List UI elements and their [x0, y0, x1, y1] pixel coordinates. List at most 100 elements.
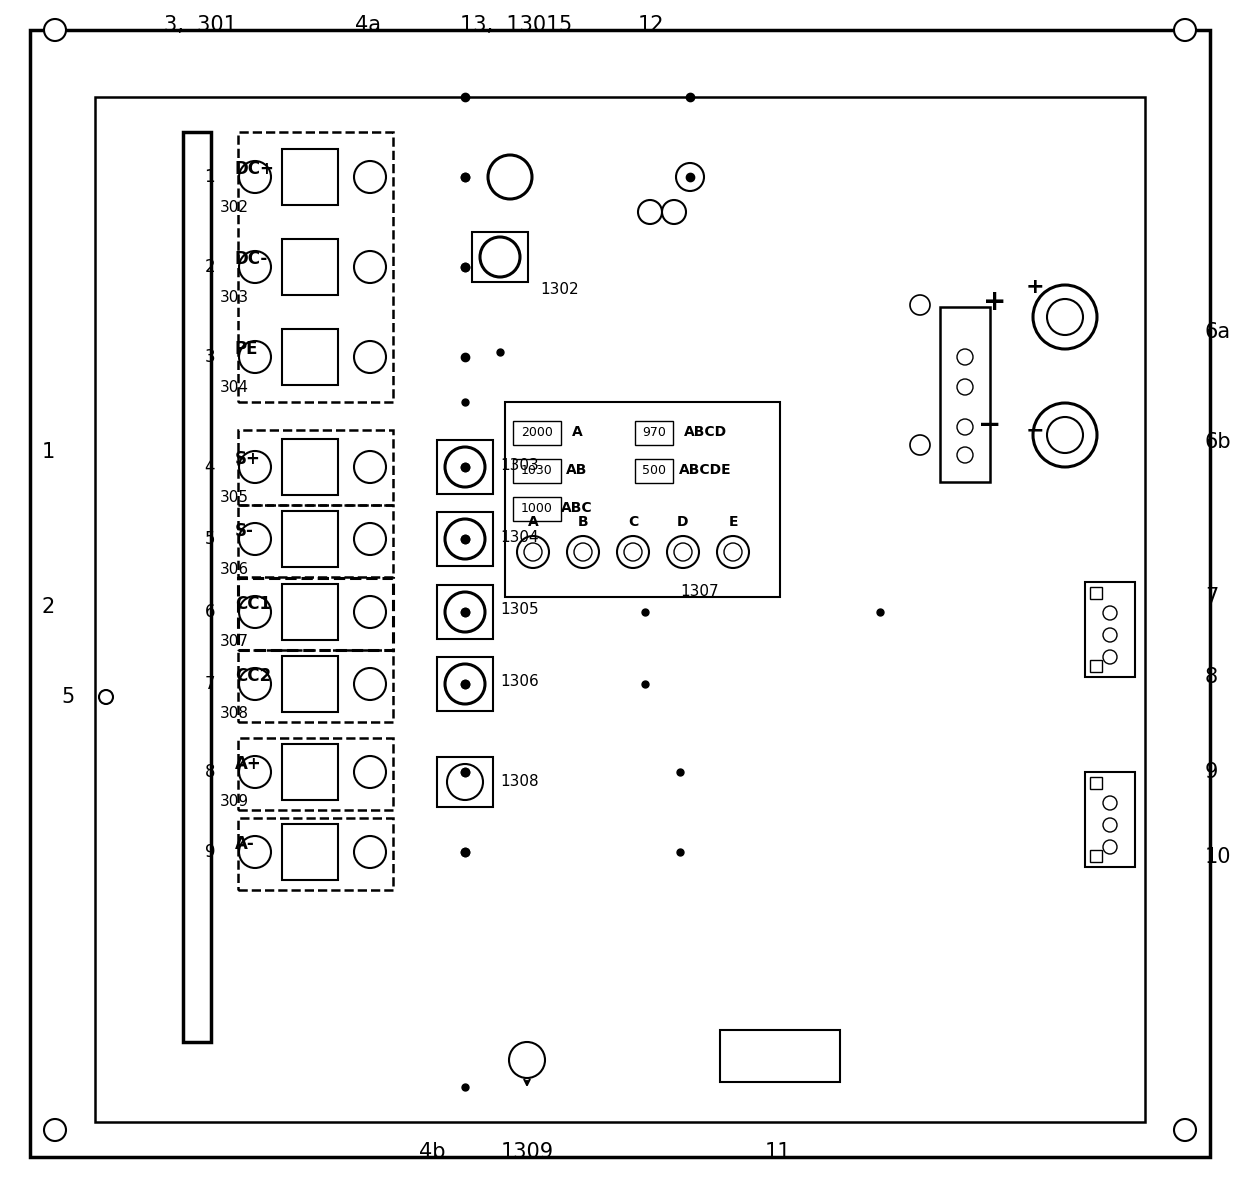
Text: 3: 3 — [205, 348, 215, 366]
Circle shape — [717, 537, 749, 569]
Text: 6b: 6b — [1205, 432, 1231, 452]
Text: 2000: 2000 — [521, 425, 553, 438]
Circle shape — [724, 542, 742, 561]
Bar — [436, 757, 494, 807]
Circle shape — [239, 668, 272, 700]
Text: 307: 307 — [219, 635, 249, 649]
Text: C: C — [627, 515, 639, 529]
Circle shape — [286, 660, 334, 707]
Circle shape — [286, 443, 334, 491]
Bar — [436, 440, 494, 494]
Circle shape — [639, 199, 662, 224]
Text: ABCDE: ABCDE — [678, 463, 732, 477]
Bar — [281, 239, 339, 296]
Bar — [630, 491, 660, 547]
Bar — [95, 97, 1145, 1122]
Text: 970: 970 — [642, 425, 666, 438]
Circle shape — [676, 163, 704, 191]
Text: −: − — [978, 411, 1002, 439]
Circle shape — [1104, 650, 1117, 664]
Circle shape — [662, 199, 686, 224]
Text: AB: AB — [567, 463, 588, 477]
Text: CC2: CC2 — [236, 667, 272, 685]
Circle shape — [286, 243, 334, 291]
Bar — [513, 497, 560, 521]
Circle shape — [525, 542, 542, 561]
Circle shape — [353, 161, 386, 193]
Text: 303: 303 — [219, 290, 249, 305]
Bar — [238, 504, 393, 577]
Circle shape — [239, 250, 272, 283]
Bar — [436, 512, 494, 566]
Circle shape — [1104, 818, 1117, 832]
Circle shape — [445, 592, 485, 631]
Circle shape — [675, 542, 692, 561]
Circle shape — [286, 588, 334, 636]
Text: S+: S+ — [236, 450, 260, 468]
Circle shape — [567, 537, 599, 569]
Text: 6a: 6a — [1205, 322, 1231, 342]
Circle shape — [1174, 19, 1197, 42]
Text: 1000: 1000 — [521, 501, 553, 514]
Bar — [436, 656, 494, 711]
Circle shape — [286, 334, 334, 381]
Circle shape — [517, 537, 549, 569]
Text: 10: 10 — [1205, 848, 1231, 867]
Circle shape — [239, 756, 272, 788]
Text: DC+: DC+ — [236, 160, 275, 178]
Bar — [281, 510, 339, 567]
Circle shape — [445, 447, 485, 487]
Circle shape — [353, 668, 386, 700]
Bar — [1090, 777, 1102, 789]
Circle shape — [957, 419, 973, 434]
Bar — [238, 738, 393, 810]
Bar — [1090, 588, 1102, 599]
Circle shape — [286, 829, 334, 876]
Text: 4b: 4b — [419, 1142, 445, 1162]
Bar — [281, 150, 339, 205]
Bar — [281, 824, 339, 880]
Text: A+: A+ — [236, 755, 262, 773]
Text: 302: 302 — [219, 199, 249, 215]
Circle shape — [480, 237, 520, 277]
Text: 11: 11 — [765, 1142, 791, 1162]
Circle shape — [353, 341, 386, 373]
Text: 304: 304 — [219, 380, 249, 394]
Text: 2: 2 — [205, 258, 215, 277]
Text: 1309: 1309 — [501, 1142, 553, 1162]
Text: ABCD: ABCD — [683, 425, 727, 439]
Bar — [472, 231, 528, 283]
Circle shape — [286, 748, 334, 796]
Circle shape — [957, 349, 973, 364]
Circle shape — [508, 1042, 546, 1078]
Circle shape — [353, 523, 386, 556]
Text: 5: 5 — [558, 15, 572, 34]
Circle shape — [239, 836, 272, 868]
Text: 500: 500 — [642, 463, 666, 476]
Circle shape — [1033, 285, 1097, 349]
Bar — [1085, 582, 1135, 677]
Circle shape — [445, 664, 485, 704]
Text: CC1: CC1 — [236, 595, 272, 612]
Text: 1306: 1306 — [500, 674, 538, 690]
Circle shape — [667, 537, 699, 569]
Text: 305: 305 — [219, 489, 249, 504]
Circle shape — [239, 451, 272, 483]
Bar — [1085, 772, 1135, 867]
Text: 1304: 1304 — [500, 529, 538, 545]
Bar — [184, 132, 211, 1042]
Text: 1: 1 — [205, 169, 215, 186]
Text: 7: 7 — [1205, 588, 1218, 607]
Text: 1303: 1303 — [500, 457, 538, 472]
Circle shape — [353, 250, 386, 283]
Circle shape — [353, 596, 386, 628]
Bar — [505, 402, 780, 597]
Circle shape — [43, 1119, 66, 1141]
Text: ABC: ABC — [562, 501, 593, 515]
Circle shape — [239, 161, 272, 193]
Text: E: E — [728, 515, 738, 529]
Circle shape — [1047, 299, 1083, 335]
Circle shape — [445, 519, 485, 559]
Text: 9: 9 — [1205, 762, 1219, 782]
Text: 308: 308 — [219, 706, 249, 722]
